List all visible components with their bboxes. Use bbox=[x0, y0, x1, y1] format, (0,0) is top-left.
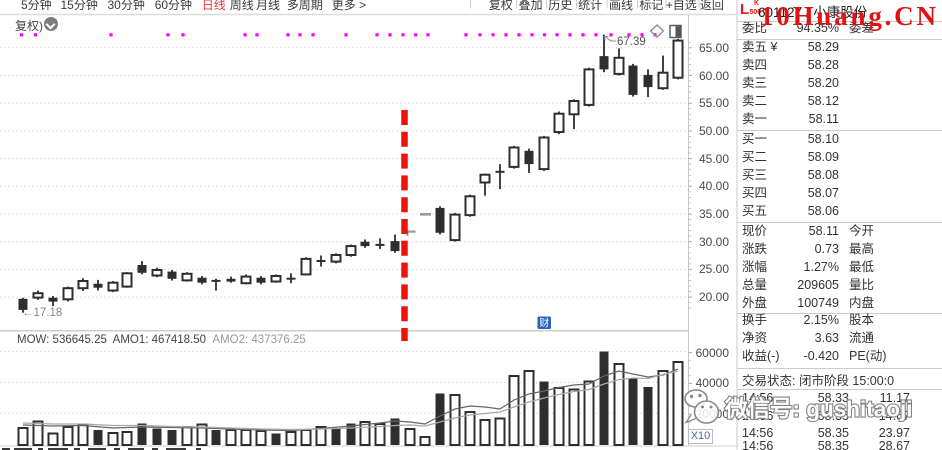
svg-text:微信号: gushitaoji: 微信号: gushitaoji bbox=[724, 396, 913, 422]
svg-text:财: 财 bbox=[539, 316, 549, 329]
